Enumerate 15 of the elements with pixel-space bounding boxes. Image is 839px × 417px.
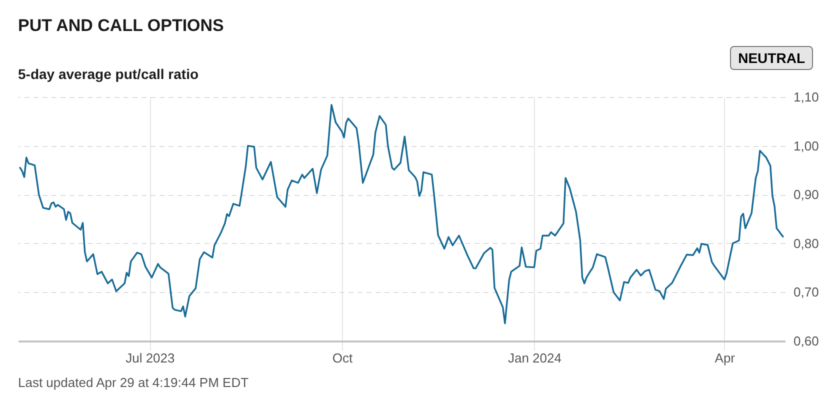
status-badge: NEUTRAL bbox=[730, 46, 813, 70]
text: Last updated Apr 29 at 4:19:44 PM EDT bbox=[18, 375, 249, 390]
y-tick-label: 0,70 bbox=[794, 284, 819, 300]
y-tick-label: 0,90 bbox=[794, 187, 819, 202]
y-tick-label: 1,00 bbox=[794, 138, 819, 154]
y-tick-label: 1,10 bbox=[794, 90, 819, 104]
chart-subtitle: 5-day average put/call ratio bbox=[18, 66, 199, 82]
x-tick-label: Jan 2024 bbox=[508, 350, 562, 366]
x-tick-label: Jul 2023 bbox=[126, 350, 175, 366]
y-tick-label: 0,80 bbox=[794, 236, 819, 251]
chart-title: PUT AND CALL OPTIONS bbox=[18, 16, 224, 36]
y-tick-label: 0,60 bbox=[794, 334, 819, 348]
x-tick-label: Oct bbox=[332, 350, 353, 366]
line-series bbox=[19, 104, 784, 324]
x-tick-label: Apr bbox=[714, 350, 736, 366]
